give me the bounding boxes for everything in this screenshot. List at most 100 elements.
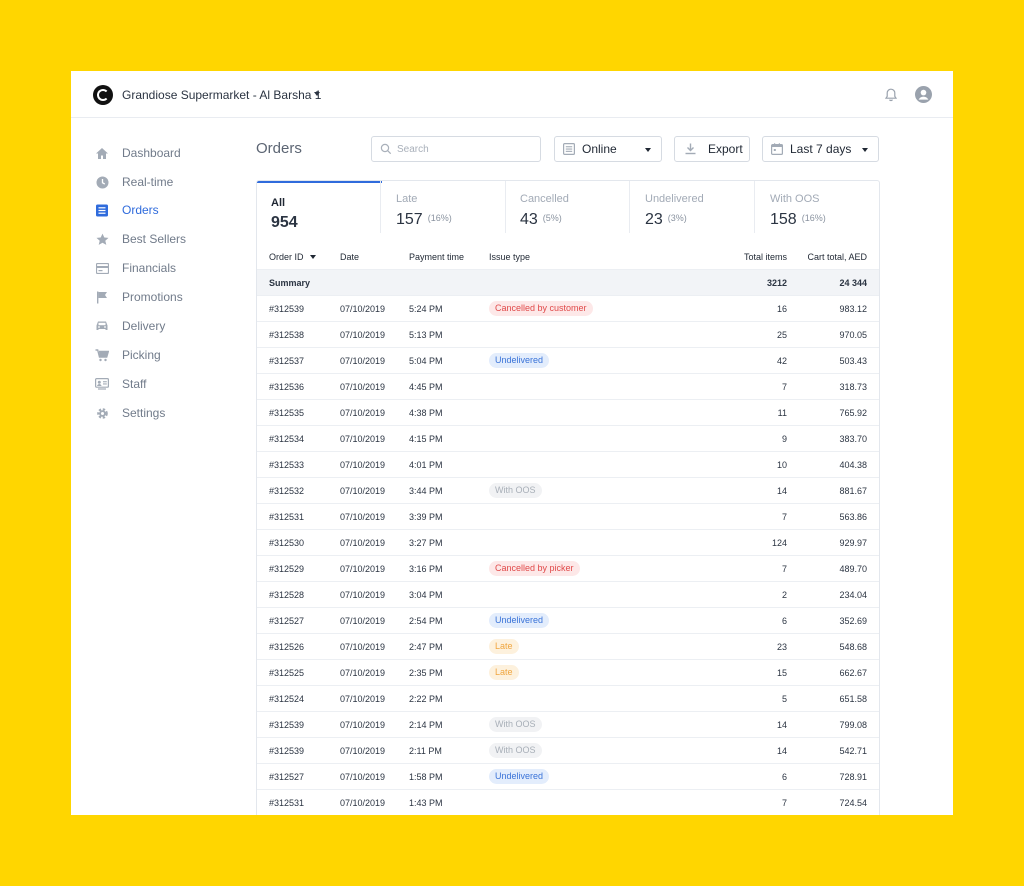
col-header-issue-type[interactable]: Issue type — [489, 252, 531, 262]
order-id[interactable]: #312529 — [269, 564, 305, 574]
channel-select[interactable]: Online — [554, 136, 662, 162]
issue-badge: Cancelled by customer — [489, 301, 593, 316]
sidebar-item-financials[interactable]: Financials — [95, 258, 245, 278]
order-id[interactable]: #312537 — [269, 356, 305, 366]
chevron-down-icon[interactable] — [314, 92, 320, 96]
cart-total: 728.91 — [839, 772, 867, 782]
order-id[interactable]: #312536 — [269, 382, 305, 392]
tab-count-value: 43 — [520, 211, 538, 228]
table-row[interactable]: #312531 07/10/2019 1:43 PM 7 724.54 — [257, 789, 879, 815]
store-selector[interactable]: Grandiose Supermarket - Al Barsha 1 — [122, 88, 322, 102]
table-row[interactable]: #312527 07/10/2019 1:58 PM Undelivered 6 728.… — [257, 763, 879, 789]
cart-icon — [95, 348, 109, 362]
col-header-date[interactable]: Date — [340, 252, 360, 262]
search-box[interactable] — [371, 136, 541, 162]
table-row[interactable]: #312525 07/10/2019 2:35 PM Late 15 662.67 — [257, 659, 879, 685]
table-row[interactable]: #312535 07/10/2019 4:38 PM 11 765.92 — [257, 399, 879, 425]
export-button[interactable]: Export — [674, 136, 750, 162]
sidebar-item-picking[interactable]: Picking — [95, 345, 245, 365]
sidebar-item-staff[interactable]: Staff — [95, 374, 245, 394]
home-icon — [95, 146, 109, 160]
table-row[interactable]: #312539 07/10/2019 2:11 PM With OOS 14 542.71 — [257, 737, 879, 763]
table-row[interactable]: #312524 07/10/2019 2:22 PM 5 651.58 — [257, 685, 879, 711]
sidebar-item-delivery[interactable]: Delivery — [95, 316, 245, 336]
cart-total: 929.97 — [839, 538, 867, 548]
col-header-total-items[interactable]: Total items — [743, 252, 787, 262]
order-date: 07/10/2019 — [340, 356, 386, 366]
total-items: 42 — [776, 356, 787, 366]
sidebar-item-label: Delivery — [122, 319, 166, 333]
list-icon — [562, 142, 576, 156]
issue-cell: Late — [489, 665, 519, 680]
order-id[interactable]: #312527 — [269, 616, 305, 626]
table-row[interactable]: #312536 07/10/2019 4:45 PM 7 318.73 — [257, 373, 879, 399]
tab-percent: (5%) — [542, 213, 562, 223]
cart-total: 970.05 — [839, 330, 867, 340]
order-id[interactable]: #312533 — [269, 460, 305, 470]
order-date: 07/10/2019 — [340, 408, 386, 418]
payment-time: 4:45 PM — [409, 382, 443, 392]
col-header-cart-total[interactable]: Cart total, AED — [807, 252, 867, 262]
search-input[interactable] — [397, 141, 532, 157]
date-range-select[interactable]: Last 7 days — [762, 136, 879, 162]
order-id[interactable]: #312535 — [269, 408, 305, 418]
sidebar-item-best-sellers[interactable]: Best Sellers — [95, 229, 245, 249]
sidebar-item-settings[interactable]: Settings — [95, 403, 245, 423]
table-row[interactable]: #312534 07/10/2019 4:15 PM 9 383.70 — [257, 425, 879, 451]
order-id[interactable]: #312538 — [269, 330, 305, 340]
order-id[interactable]: #312525 — [269, 668, 305, 678]
summary-total-items: 3212 — [766, 278, 787, 288]
tab-late[interactable]: Late 157 (16%) — [382, 181, 506, 233]
sidebar-item-label: Settings — [122, 406, 166, 420]
payment-time: 4:15 PM — [409, 434, 443, 444]
order-date: 07/10/2019 — [340, 616, 386, 626]
total-items: 124 — [771, 538, 787, 548]
sidebar-item-promotions[interactable]: Promotions — [95, 287, 245, 307]
table-row[interactable]: #312526 07/10/2019 2:47 PM Late 23 548.68 — [257, 633, 879, 659]
table-row[interactable]: #312532 07/10/2019 3:44 PM With OOS 14 881.67 — [257, 477, 879, 503]
bell-icon[interactable] — [883, 87, 899, 103]
sidebar-item-orders[interactable]: Orders — [95, 200, 245, 220]
order-id[interactable]: #312527 — [269, 772, 305, 782]
table-row[interactable]: #312529 07/10/2019 3:16 PM Cancelled by pic… — [257, 555, 879, 581]
sidebar-item-real-time[interactable]: Real-time — [95, 172, 245, 192]
col-header-order-id[interactable]: Order ID — [269, 252, 316, 262]
tab-undelivered[interactable]: Undelivered 23 (3%) — [631, 181, 755, 233]
order-id[interactable]: #312524 — [269, 694, 305, 704]
table-row[interactable]: #312539 07/10/2019 2:14 PM With OOS 14 799.08 — [257, 711, 879, 737]
order-id[interactable]: #312534 — [269, 434, 305, 444]
tab-cancelled[interactable]: Cancelled 43 (5%) — [506, 181, 630, 233]
col-header-payment-time[interactable]: Payment time — [409, 252, 465, 262]
order-date: 07/10/2019 — [340, 564, 386, 574]
total-items: 14 — [776, 486, 787, 496]
table-row[interactable]: #312527 07/10/2019 2:54 PM Undelivered 6 352.… — [257, 607, 879, 633]
order-id[interactable]: #312530 — [269, 538, 305, 548]
order-id[interactable]: #312539 — [269, 304, 305, 314]
table-row[interactable]: #312531 07/10/2019 3:39 PM 7 563.86 — [257, 503, 879, 529]
order-id[interactable]: #312539 — [269, 720, 305, 730]
sidebar-item-dashboard[interactable]: Dashboard — [95, 143, 245, 163]
table-row[interactable]: #312538 07/10/2019 5:13 PM 25 970.05 — [257, 321, 879, 347]
table-row[interactable]: #312539 07/10/2019 5:24 PM Cancelled by cus… — [257, 295, 879, 321]
tab-all[interactable]: All 954 — [257, 181, 382, 233]
order-id[interactable]: #312528 — [269, 590, 305, 600]
issue-badge: Undelivered — [489, 613, 550, 628]
payment-time: 2:11 PM — [409, 746, 442, 756]
order-id[interactable]: #312526 — [269, 642, 305, 652]
payment-time: 2:22 PM — [409, 694, 443, 704]
tab-with-oos[interactable]: With OOS 158 (16%) — [756, 181, 879, 233]
order-id[interactable]: #312531 — [269, 798, 305, 808]
table-row[interactable]: #312528 07/10/2019 3:04 PM 2 234.04 — [257, 581, 879, 607]
user-avatar-icon[interactable] — [915, 86, 932, 103]
order-id[interactable]: #312531 — [269, 512, 305, 522]
table-row[interactable]: #312530 07/10/2019 3:27 PM 124 929.97 — [257, 529, 879, 555]
order-date: 07/10/2019 — [340, 694, 386, 704]
table-row[interactable]: #312537 07/10/2019 5:04 PM Undelivered 42 503… — [257, 347, 879, 373]
sidebar-item-label: Promotions — [122, 290, 183, 304]
total-items: 9 — [781, 434, 787, 444]
search-icon — [380, 143, 392, 155]
sort-caret-icon — [309, 255, 316, 259]
order-id[interactable]: #312532 — [269, 486, 305, 496]
order-id[interactable]: #312539 — [269, 746, 305, 756]
table-row[interactable]: #312533 07/10/2019 4:01 PM 10 404.38 — [257, 451, 879, 477]
